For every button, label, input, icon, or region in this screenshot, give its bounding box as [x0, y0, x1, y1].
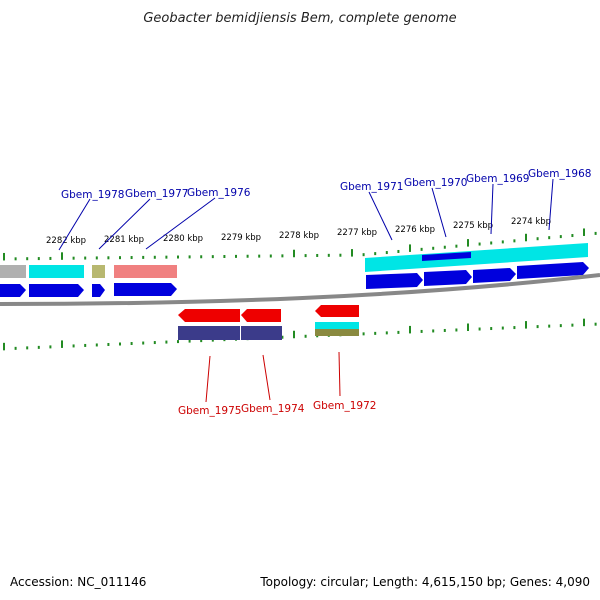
forward-cds — [0, 262, 589, 297]
gene-label-gbem-1970[interactable]: Gbem_1970 — [404, 177, 467, 189]
gene-label-gbem-1969[interactable]: Gbem_1969 — [466, 173, 529, 185]
navy-feature[interactable] — [241, 326, 282, 340]
lower-tick-row — [3, 318, 597, 351]
scale-label-2278: 2278 kbp — [279, 231, 319, 241]
scale-label-2279: 2279 kbp — [221, 233, 261, 243]
scale-label-2282: 2282 kbp — [46, 236, 86, 246]
cds-arrow[interactable] — [366, 273, 423, 289]
cds-arrow[interactable] — [315, 305, 359, 317]
gene-label-gbem-1978[interactable]: Gbem_1978 — [61, 189, 124, 201]
scale-label-2277: 2277 kbp — [337, 228, 377, 238]
scale-labels: 2282 kbp 2281 kbp 2280 kbp 2279 kbp 2278… — [46, 217, 551, 246]
navy-feature[interactable] — [178, 326, 240, 340]
cds-arrow[interactable] — [92, 284, 105, 297]
gene-label-gbem-1971[interactable]: Gbem_1971 — [340, 181, 403, 193]
scale-label-2274: 2274 kbp — [511, 217, 551, 227]
forward-gene-labels: Gbem_1978 Gbem_1977 Gbem_1976 Gbem_1971 … — [58, 168, 591, 251]
genome-backbone — [0, 273, 600, 306]
lower-tracks — [178, 322, 359, 340]
gray-feature[interactable] — [0, 265, 26, 278]
cds-arrow[interactable] — [241, 309, 281, 322]
scale-label-2276: 2276 kbp — [395, 225, 435, 235]
scale-label-2280: 2280 kbp — [163, 234, 203, 244]
scale-label-2275: 2275 kbp — [453, 221, 493, 231]
olive-feature-lower[interactable] — [315, 329, 359, 336]
cds-arrow[interactable] — [517, 262, 589, 279]
cds-arrow[interactable] — [473, 268, 516, 283]
cyan-feature-lower[interactable] — [315, 322, 359, 329]
reverse-cds — [178, 305, 359, 322]
gene-label-gbem-1974[interactable]: Gbem_1974 — [241, 403, 305, 415]
cyan-feature-left[interactable] — [29, 265, 84, 278]
cds-arrow[interactable] — [424, 270, 472, 286]
olive-feature-left[interactable] — [92, 265, 105, 278]
pink-feature[interactable] — [114, 265, 177, 278]
gene-label-gbem-1968[interactable]: Gbem_1968 — [528, 168, 591, 180]
scale-label-2281: 2281 kbp — [104, 235, 144, 245]
upper-tick-row — [3, 228, 597, 261]
blue-feature-inset — [422, 252, 471, 261]
cds-arrow[interactable] — [114, 283, 177, 296]
cds-arrow[interactable] — [178, 309, 240, 322]
reverse-gene-labels: Gbem_1975 Gbem_1974 Gbem_1972 — [178, 351, 376, 417]
genome-summary-text: Topology: circular; Length: 4,615,150 bp… — [259, 575, 590, 589]
gene-label-gbem-1976[interactable]: Gbem_1976 — [187, 187, 251, 199]
cyan-feature-right[interactable] — [365, 243, 588, 272]
upper-tracks — [0, 243, 588, 278]
cds-arrow[interactable] — [29, 284, 84, 297]
gene-label-gbem-1977[interactable]: Gbem_1977 — [125, 188, 188, 200]
gene-label-gbem-1975[interactable]: Gbem_1975 — [178, 405, 241, 417]
gene-label-gbem-1972[interactable]: Gbem_1972 — [313, 400, 376, 412]
map-title: Geobacter bemidjiensis Bem, complete gen… — [143, 11, 456, 26]
accession-text: Accession: NC_011146 — [10, 575, 146, 589]
cds-arrow[interactable] — [0, 284, 26, 297]
